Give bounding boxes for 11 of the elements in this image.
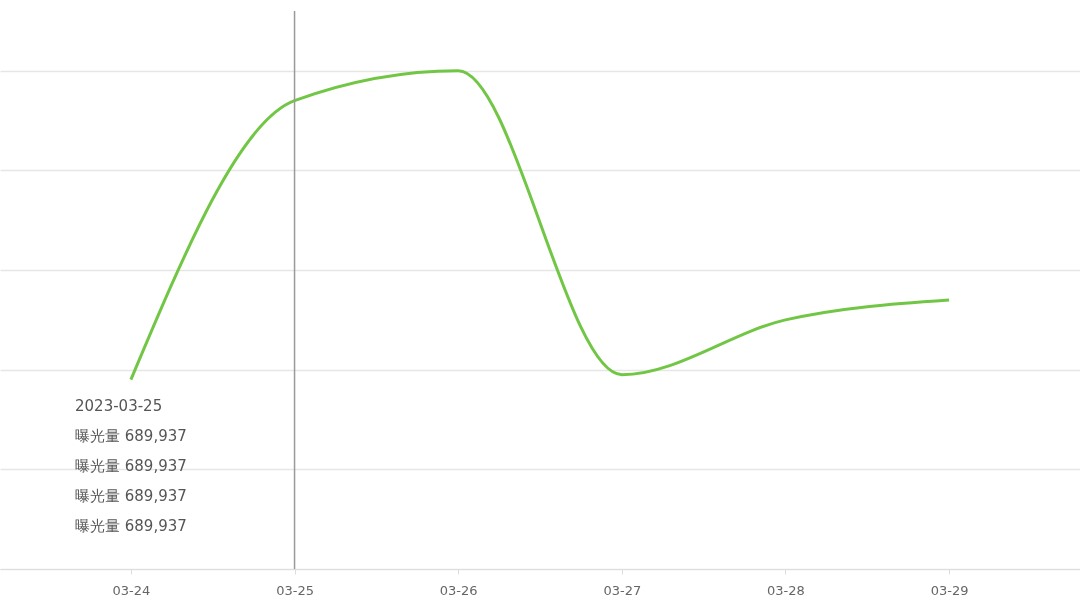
x-tick-label: 03-24 [112, 582, 151, 598]
annotation: 曝光量 689,937 [75, 457, 187, 475]
x-tick-label: 03-28 [767, 582, 805, 598]
x-tick-label: 03-27 [603, 582, 642, 598]
x-tick-label: 03-26 [439, 582, 478, 598]
x-tick-label: 03-29 [930, 582, 969, 598]
annotation: 曝光量 689,937 [75, 487, 187, 505]
x-tick-label: 03-25 [276, 582, 314, 598]
annotation: 2023-03-25 [75, 397, 163, 415]
annotation: 曝光量 689,937 [75, 427, 187, 445]
annotation: 曝光量 689,937 [75, 517, 187, 535]
